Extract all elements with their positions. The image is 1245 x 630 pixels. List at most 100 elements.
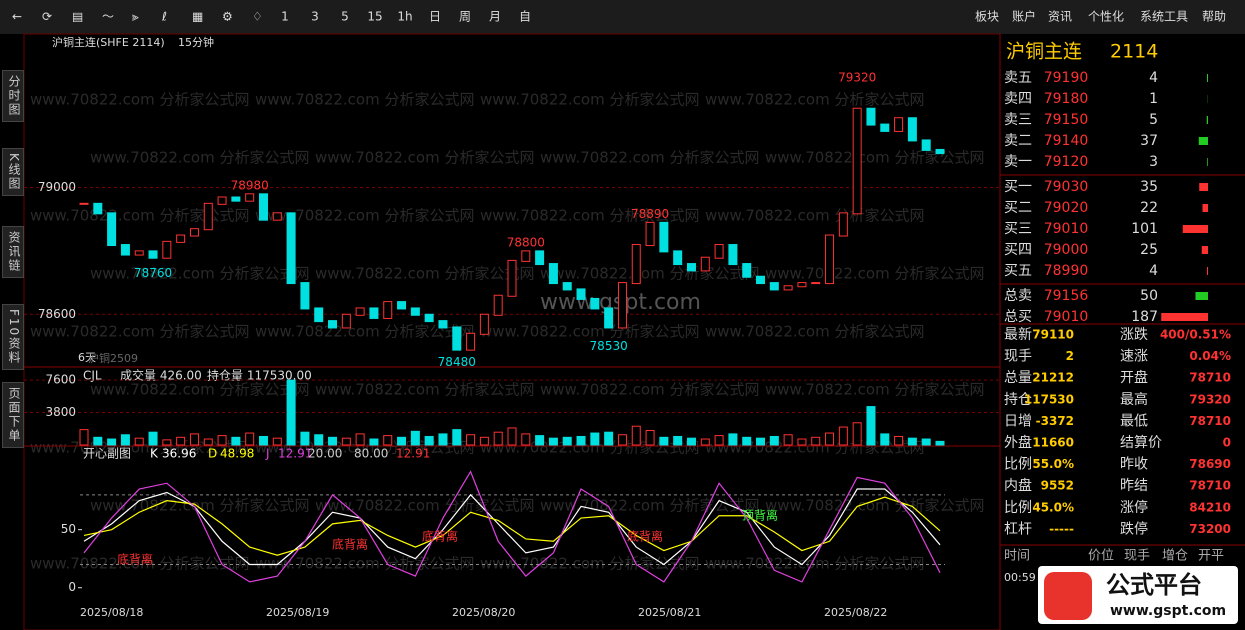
side-tab[interactable]: 资讯链 [2, 226, 24, 278]
period-button[interactable]: 3 [311, 10, 319, 24]
book-label: 卖五 [1004, 70, 1032, 86]
book-price: 79150 [1044, 112, 1089, 128]
period-button[interactable]: 自 [519, 10, 531, 24]
menu-item[interactable]: 板块 [975, 10, 999, 24]
toolbar-icon[interactable]: ♢ [252, 10, 263, 24]
side-tab[interactable]: 分时图 [2, 70, 24, 122]
period-button[interactable]: 月 [489, 10, 501, 24]
price-annotation: 78480 [438, 355, 476, 369]
menu-item[interactable]: 系统工具 [1140, 10, 1188, 24]
period-button[interactable]: 周 [459, 10, 471, 24]
toolbar-icon[interactable]: ℓ [161, 10, 167, 24]
candle [438, 320, 448, 329]
menu-item[interactable]: 个性化 [1088, 10, 1124, 24]
book-price: 79190 [1044, 70, 1089, 86]
price-annotation: 79320 [838, 71, 876, 85]
volume-bar [714, 435, 724, 446]
volume-bar [742, 436, 752, 446]
volume-bar [369, 438, 379, 446]
book-price: 79010 [1044, 309, 1089, 325]
toolbar-icon[interactable]: ⫸ [132, 10, 139, 24]
signal-label: 底背离 [627, 529, 663, 544]
x-tick-label: 2025/08/20 [452, 606, 515, 619]
stat-value: ----- [1049, 522, 1074, 536]
volume-bar [328, 436, 338, 446]
watermark: www.70822.com 分析家公式网 [705, 91, 925, 109]
stat-label: 昨收 [1120, 457, 1148, 473]
price-annotation: 78760 [134, 266, 172, 280]
stat-label: 内盘 [1004, 477, 1032, 494]
volume-bar [907, 437, 917, 446]
period-button[interactable]: 5 [341, 10, 349, 24]
watermark: www.70822.com 分析家公式网 [765, 149, 985, 167]
volume-bar [921, 438, 931, 446]
legend-value: 36.96 [162, 447, 196, 461]
column-header: 时间 [1004, 549, 1030, 564]
candle [604, 307, 614, 329]
toolbar-icon[interactable]: ▤ [72, 10, 83, 24]
y-tick-label: 78600 [38, 307, 76, 321]
stat-value: 45.0% [1032, 500, 1074, 514]
stat-label: 比例 [1004, 500, 1032, 516]
menu-item[interactable]: 账户 [1012, 9, 1036, 24]
price-annotation: 78980 [231, 178, 269, 192]
volume-bar [397, 436, 407, 446]
watermark: www.70822.com 分析家公式网 [480, 91, 700, 109]
stat-value: 78710 [1189, 479, 1231, 493]
level-label: 20.00 [308, 447, 342, 461]
y-tick-label: 79000 [38, 180, 76, 194]
extra-value: 12.91 [396, 447, 430, 461]
toolbar-icon[interactable]: ▦ [192, 10, 203, 24]
stat-value: 9552 [1041, 479, 1074, 493]
candle [907, 117, 917, 142]
volume-bar [245, 432, 255, 446]
book-label: 买三 [1004, 221, 1032, 237]
candle [769, 282, 779, 291]
stat-label: 最新 [1004, 327, 1032, 343]
panel-title[interactable]: 开心副图 [83, 447, 131, 461]
period-button[interactable]: 日 [429, 10, 441, 24]
volume-bar [314, 434, 324, 446]
menu-item[interactable]: 帮助 [1202, 10, 1226, 24]
period-button[interactable]: 1h [397, 10, 412, 24]
toolbar [0, 0, 1245, 34]
period-button[interactable]: 15 [367, 10, 382, 24]
volume-bar [507, 427, 517, 446]
toolbar-icon[interactable]: ⚙ [222, 10, 233, 24]
side-tab[interactable]: K线图 [2, 148, 24, 196]
period-button[interactable]: 1 [281, 10, 289, 24]
candle [272, 212, 282, 221]
candle [686, 263, 696, 272]
watermark: www.70822.com 分析家公式网 [30, 207, 250, 225]
watermark: www.70822.com 分析家公式网 [480, 207, 700, 225]
toolbar-icon[interactable]: ⟳ [42, 10, 52, 24]
volume-bar [659, 436, 669, 446]
watermark: www.70822.com 分析家公式网 [540, 497, 760, 515]
volume-bar [521, 433, 531, 446]
book-volume: 22 [1140, 200, 1158, 216]
book-price: 79010 [1044, 221, 1089, 237]
candle [107, 212, 117, 247]
watermark: www.70822.com 分析家公式网 [90, 265, 310, 283]
x-tick-label: 2025/08/22 [824, 606, 887, 619]
watermark: www.70822.com 分析家公式网 [90, 149, 310, 167]
candle [507, 259, 517, 297]
volume-bar [93, 436, 103, 446]
volume-bar [107, 438, 117, 446]
period-select[interactable]: 15分钟 [178, 35, 214, 49]
toolbar-icon[interactable]: 〜 [102, 10, 114, 24]
volume-bar [769, 435, 779, 446]
candle [645, 221, 655, 247]
menu-item[interactable]: 资讯 [1048, 10, 1072, 24]
y-tick-label: 3800 [45, 405, 76, 419]
volume-bar [548, 437, 558, 446]
watermark: www.70822.com 分析家公式网 [255, 91, 475, 109]
toolbar-icon[interactable]: ← [12, 10, 22, 24]
volume-bar [617, 434, 627, 446]
stat-label: 杠杆 [1004, 521, 1032, 537]
side-tab[interactable]: 页面下单 [2, 382, 24, 448]
panel-title[interactable]: CJL [83, 369, 102, 383]
volume-bar [562, 436, 572, 446]
side-tab[interactable]: F10资料 [2, 304, 24, 371]
